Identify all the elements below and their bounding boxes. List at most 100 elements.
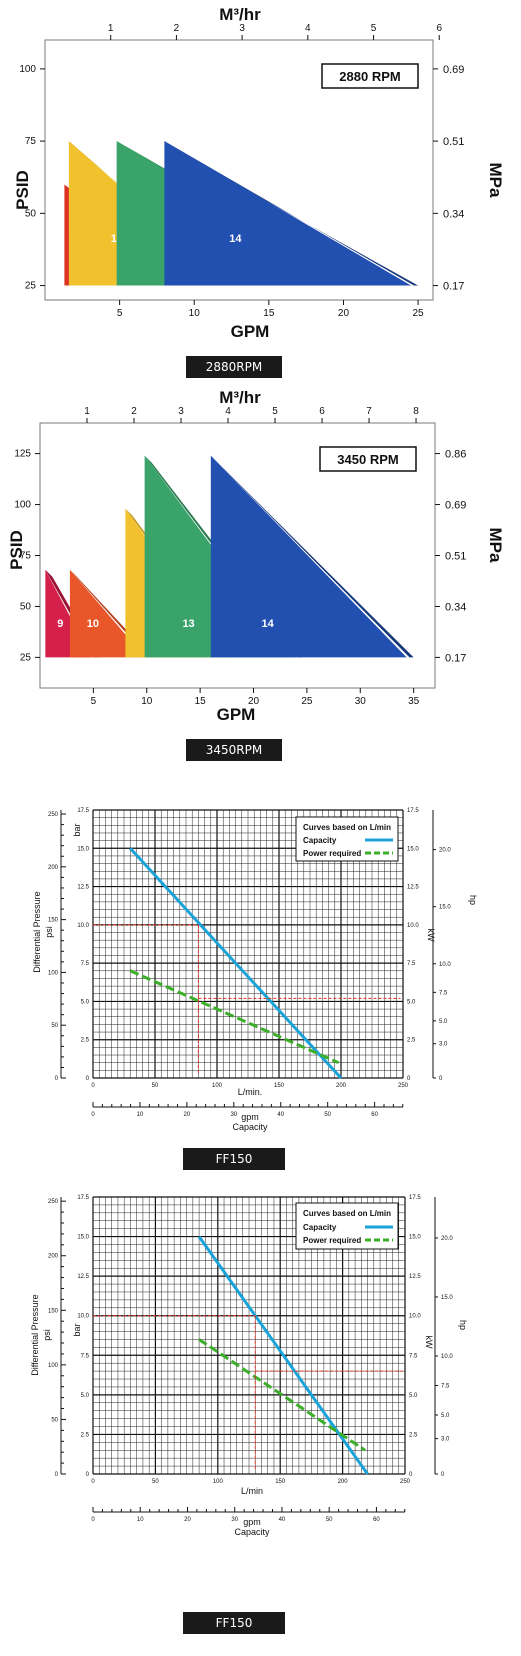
- y-tick-label: 75: [25, 136, 37, 147]
- gpm-tick-label: 20: [184, 1517, 191, 1523]
- lmin-tick-label: 250: [398, 1083, 409, 1089]
- area-label-9: 9: [57, 618, 63, 630]
- y2-tick-label: 0.34: [443, 208, 464, 220]
- x2-tick-label: 7: [366, 406, 372, 417]
- psi-tick-label: 200: [48, 1254, 59, 1260]
- psi-tick-label: 150: [48, 918, 59, 924]
- y2-axis-label: Differential Pressure: [32, 891, 42, 972]
- bar-tick-label: 7.5: [81, 961, 90, 967]
- lmin-tick-label: 150: [275, 1479, 286, 1485]
- psi-tick-label: 150: [48, 1308, 59, 1314]
- kw-tick-label: 17.5: [409, 1195, 421, 1201]
- legend-power: Power required: [303, 849, 361, 858]
- x2-tick-label: 2: [131, 406, 137, 417]
- gpm-tick-label: 20: [184, 1112, 191, 1118]
- y2-tick-label: 0.51: [445, 551, 466, 563]
- x2-tick-label: 4: [225, 406, 231, 417]
- kw-tick-label: 7.5: [407, 961, 416, 967]
- gpm-tick-label: 40: [277, 1112, 284, 1118]
- x2-tick-label: 3: [178, 406, 184, 417]
- y3-axis-label: psi: [44, 926, 54, 938]
- x2-axis-label: M³/hr: [219, 388, 261, 407]
- rpm-box: [321, 63, 419, 89]
- psi-tick-label: 100: [48, 1363, 59, 1369]
- lmin-tick-label: 250: [400, 1479, 411, 1485]
- y-axis-label: PSID: [7, 530, 26, 570]
- gpm-tick-label: 40: [279, 1517, 286, 1523]
- y-tick-label: 25: [20, 652, 32, 663]
- x2-tick-label: 2: [174, 23, 180, 34]
- gpm-tick-label: 30: [231, 1517, 238, 1523]
- x-tick-label: 35: [408, 696, 420, 707]
- chart-title: 2880 RPM: [339, 69, 400, 84]
- caption-ff150-2880: FF150（2,880RPM): [183, 1148, 285, 1188]
- legend-title: Curves based on L/min: [303, 823, 391, 832]
- gpm-tick-label: 60: [371, 1112, 378, 1118]
- bar-tick-label: 12.5: [77, 1274, 89, 1280]
- x-tick-label: 15: [195, 696, 207, 707]
- lmin-tick-label: 100: [212, 1083, 223, 1089]
- hp-tick-label: 5.0: [441, 1413, 450, 1419]
- x2-tick-label: 6: [319, 406, 325, 417]
- hp-tick-label: 3.0: [439, 1042, 448, 1048]
- legend-capacity: Capacity: [303, 1223, 337, 1232]
- gpm-tick-label: 10: [137, 1517, 144, 1523]
- psi-tick-label: 50: [51, 1023, 58, 1029]
- y2-axis-label: MPa: [486, 163, 505, 199]
- x-tick-label: 20: [248, 696, 260, 707]
- y-tick-label: 100: [19, 64, 36, 75]
- area-14: [164, 141, 412, 286]
- chart-2880-rpm: M³/hr GPM PSID MPa 2880 RPM 5 10 15 20 25 1 2 3…: [13, 5, 505, 341]
- hp-tick-label: 20.0: [439, 848, 451, 854]
- x2-axis-label: gpm: [243, 1517, 261, 1527]
- y-tick-label: 50: [25, 208, 37, 219]
- bar-tick-label: 15.0: [77, 846, 89, 852]
- hp-tick-label: 10.0: [439, 962, 451, 968]
- kw-tick-label: 2.5: [407, 1038, 416, 1044]
- legend-capacity: Capacity: [303, 836, 337, 845]
- hp-tick-label: 3.0: [441, 1437, 450, 1443]
- hp-tick-label: 7.5: [439, 990, 448, 996]
- x-tick-label: 30: [355, 696, 367, 707]
- bar-tick-label: 15.0: [77, 1235, 89, 1241]
- x-axis-label: L/min.: [238, 1087, 263, 1097]
- y5-axis-label: hp: [458, 1320, 468, 1330]
- y-axis-label: bar: [72, 823, 82, 836]
- kw-tick-label: 7.5: [409, 1353, 418, 1359]
- y2-tick-label: 0.69: [445, 500, 466, 512]
- lmin-tick-label: 150: [274, 1083, 285, 1089]
- series-line-power-required: [198, 1338, 366, 1452]
- hp-tick-label: 7.5: [441, 1383, 450, 1389]
- x2-tick-label: 4: [305, 23, 311, 34]
- y-tick-label: 50: [20, 601, 32, 612]
- y4-axis-label: kW: [424, 1336, 434, 1350]
- hp-tick-label: 0: [439, 1076, 443, 1082]
- x2-tick-label: 5: [371, 23, 377, 34]
- lmin-tick-label: 200: [338, 1479, 349, 1485]
- psi-tick-label: 0: [55, 1472, 59, 1478]
- psi-tick-label: 50: [51, 1417, 58, 1423]
- series-line-power-required: [129, 969, 340, 1065]
- bar-tick-label: 10.0: [77, 1314, 89, 1320]
- area-label-10: 10: [87, 618, 99, 630]
- x2-tick-label: 6: [436, 23, 442, 34]
- gpm-tick-label: 10: [137, 1112, 144, 1118]
- x2-tick-label: 5: [272, 406, 278, 417]
- psi-tick-label: 100: [48, 970, 59, 976]
- y2-tick-label: 0.34: [445, 601, 466, 613]
- kw-tick-label: 17.5: [407, 808, 419, 814]
- bar-tick-label: 2.5: [81, 1038, 90, 1044]
- psi-tick-label: 250: [48, 1199, 59, 1205]
- y2-axis-label: Differential Pressure: [30, 1294, 40, 1375]
- kw-tick-label: 12.5: [407, 885, 419, 891]
- kw-tick-label: 15.0: [407, 846, 419, 852]
- caption-ff150-3450: FF150（3,450RPM): [183, 1612, 285, 1652]
- kw-tick-label: 2.5: [409, 1432, 418, 1438]
- bar-tick-label: 0: [86, 1472, 90, 1478]
- bar-tick-label: 12.5: [77, 885, 89, 891]
- psi-tick-label: 0: [55, 1076, 59, 1082]
- hp-tick-label: 10.0: [441, 1354, 453, 1360]
- hp-tick-label: 15.0: [439, 905, 451, 911]
- y-axis-label: PSID: [13, 170, 32, 210]
- y2-tick-label: 0.51: [443, 136, 464, 148]
